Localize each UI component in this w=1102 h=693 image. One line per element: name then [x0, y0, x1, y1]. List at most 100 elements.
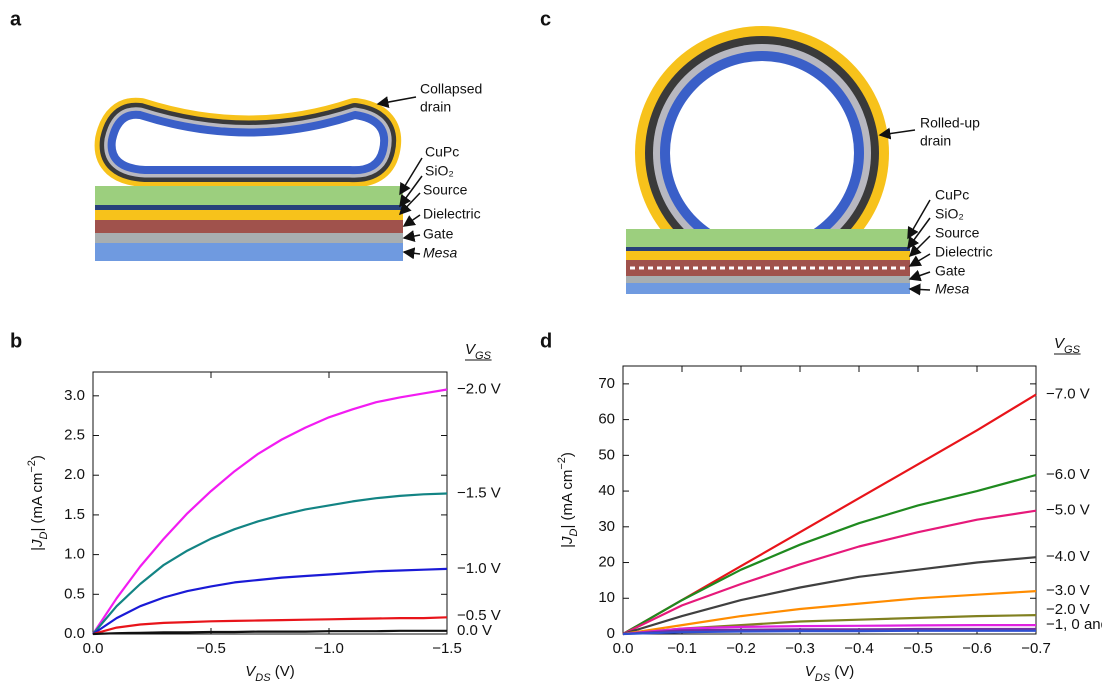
- y-tick-label: 1.0: [64, 546, 85, 563]
- series-line: [92, 388, 448, 635]
- x-tick-label: −0.2: [726, 640, 756, 657]
- x-tick-label: −0.1: [667, 640, 697, 657]
- layer-label: Source: [935, 225, 980, 241]
- y-tick-label: 70: [598, 375, 615, 392]
- x-tick-label: 0.0: [613, 640, 634, 657]
- series-label: −6.0 V: [1046, 466, 1090, 483]
- y-axis-label: |JD| (mA cm−2): [26, 455, 50, 551]
- y-tick-label: 0.0: [64, 625, 85, 642]
- x-tick-label: −1.5: [432, 640, 462, 657]
- series-label: −1.0 V: [457, 560, 501, 577]
- x-axis-label: VDS (V): [805, 663, 854, 684]
- y-tick-label: 20: [598, 554, 615, 571]
- y-tick-label: 40: [598, 482, 615, 499]
- series-line: [92, 492, 448, 635]
- series-line: [622, 473, 1037, 635]
- series-line: [622, 629, 1036, 636]
- drain-label: drain: [420, 99, 451, 115]
- panel-letter: b: [10, 330, 22, 352]
- x-axis-label-part: V: [245, 663, 257, 680]
- series-line: [92, 629, 447, 636]
- x-axis-label-part: (V): [271, 663, 295, 680]
- layer-label: Mesa: [423, 245, 457, 261]
- layer-label: CuPc: [935, 187, 969, 203]
- y-axis-label: |JD| (mA cm−2): [556, 452, 580, 548]
- y-axis-label-part: −2: [556, 457, 568, 470]
- layer-label: Dielectric: [935, 244, 993, 260]
- series-label: −2.0 V: [1046, 601, 1090, 618]
- x-tick-label: −0.4: [844, 640, 874, 657]
- y-tick-label: 3.0: [64, 387, 85, 404]
- legend-title: VGS: [1054, 335, 1081, 356]
- series-line: [92, 567, 448, 635]
- layer-label: Source: [423, 182, 468, 198]
- layer-label: Gate: [935, 263, 966, 279]
- legend-title-part: GS: [1064, 344, 1081, 356]
- x-tick-label: −0.3: [785, 640, 815, 657]
- x-axis-label-part: V: [805, 663, 817, 680]
- x-axis-label-part: DS: [255, 672, 271, 684]
- y-axis-label-part: |: [29, 547, 46, 551]
- x-axis-label-part: (V): [830, 663, 854, 680]
- legend-title-part: GS: [475, 350, 492, 362]
- plot-frame: [92, 371, 448, 635]
- panel-letter: d: [540, 330, 552, 352]
- y-axis-label-part: |: [559, 544, 576, 548]
- layer-label: CuPc: [425, 144, 459, 160]
- legend-title-part: V: [465, 341, 477, 358]
- y-tick-label: 10: [598, 589, 615, 606]
- series-label: −0.5 V: [457, 607, 501, 624]
- y-tick-label: 2.0: [64, 466, 85, 483]
- y-axis-label-part: J: [559, 536, 576, 545]
- y-axis-label-part: | (mA cm: [559, 470, 576, 529]
- series-label: −2.0 V: [457, 380, 501, 397]
- x-tick-label: 0.0: [83, 640, 104, 657]
- series-label: −5.0 V: [1046, 502, 1090, 519]
- y-tick-label: 2.5: [64, 426, 85, 443]
- x-axis-label: VDS (V): [245, 663, 294, 684]
- plot-frame: [622, 365, 1037, 635]
- legend-title-part: V: [1054, 335, 1066, 352]
- drain-label: Rolled-up: [920, 115, 980, 131]
- y-axis-label-part: ): [559, 452, 576, 457]
- y-axis-label-part: ): [29, 455, 46, 460]
- series-label: −1, 0 and 3 V: [1046, 616, 1102, 633]
- series-label: −4.0 V: [1046, 548, 1090, 565]
- layer-label: Gate: [423, 226, 454, 242]
- series-line: [622, 509, 1037, 635]
- y-axis-label-part: D: [568, 529, 580, 537]
- collapsed-drain: [94, 97, 402, 188]
- y-axis-label-part: D: [38, 532, 50, 540]
- panel-a: a Collapsed drain CuPc SiO₂ Source Diele…: [10, 8, 482, 261]
- x-tick-label: −0.6: [962, 640, 992, 657]
- y-axis-label-part: J: [29, 539, 46, 548]
- y-tick-label: 0.5: [64, 585, 85, 602]
- y-tick-label: 50: [598, 446, 615, 463]
- drain-label: drain: [920, 133, 951, 149]
- y-axis-label-part: −2: [26, 460, 38, 473]
- series-label: −1.5 V: [457, 484, 501, 501]
- x-tick-label: −1.0: [314, 640, 344, 657]
- x-tick-label: −0.7: [1021, 640, 1051, 657]
- layer-label: Dielectric: [423, 206, 481, 222]
- x-tick-label: −0.5: [903, 640, 933, 657]
- panel-letter: c: [540, 8, 551, 30]
- series-line: [622, 590, 1037, 636]
- series-line: [622, 627, 1036, 636]
- layer-label: Mesa: [935, 281, 969, 297]
- y-tick-label: 0: [607, 625, 615, 642]
- legend-title: VGS: [465, 341, 492, 362]
- series-line: [92, 616, 448, 636]
- y-tick-label: 1.5: [64, 506, 85, 523]
- series-label: −3.0 V: [1046, 582, 1090, 599]
- series-label: −7.0 V: [1046, 386, 1090, 403]
- series-line: [622, 556, 1037, 636]
- panel-c: c Rolled-up drain CuPc SiO₂ Source Diele…: [540, 8, 993, 296]
- layer-label: SiO₂: [425, 163, 454, 179]
- y-tick-label: 60: [598, 411, 615, 428]
- layer-label: SiO₂: [935, 206, 964, 222]
- x-axis-label-part: DS: [815, 672, 831, 684]
- y-tick-label: 30: [598, 518, 615, 535]
- y-axis-label-part: | (mA cm: [29, 473, 46, 532]
